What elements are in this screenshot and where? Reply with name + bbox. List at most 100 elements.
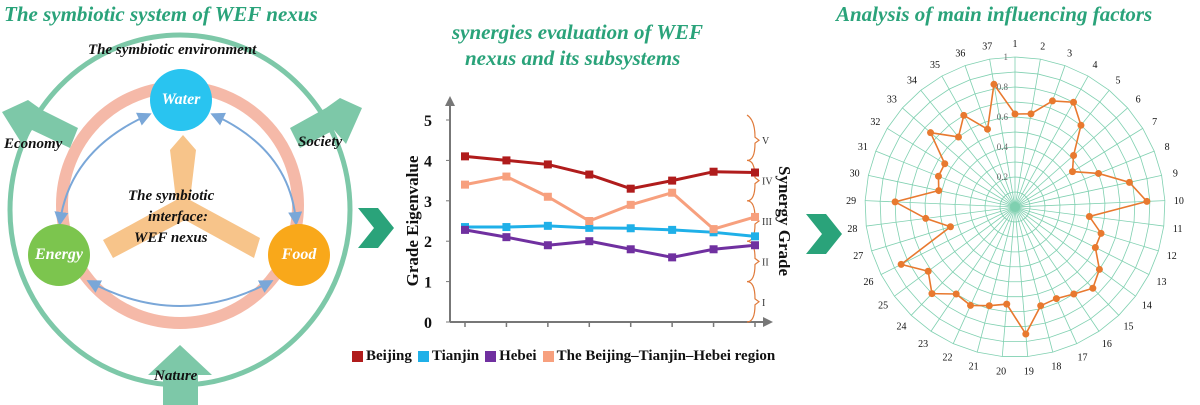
- y-tick-label: 5: [424, 113, 432, 130]
- radar-data-point: [1048, 97, 1056, 105]
- legend-swatch-region: [542, 351, 554, 362]
- radar-category-label: 7: [1152, 117, 1157, 128]
- grade-label: IV: [762, 177, 773, 188]
- radar-data-point: [1095, 169, 1103, 177]
- radar-data-point: [922, 214, 930, 222]
- radar-data-point: [891, 198, 899, 206]
- radar-data-point: [1125, 178, 1133, 186]
- radar-category-label: 18: [1051, 362, 1061, 373]
- series-3-point: [585, 217, 594, 225]
- radar-radial-tick: 0.2: [997, 172, 1008, 182]
- radar-data-point: [1095, 265, 1103, 273]
- series-line-0: [464, 154, 756, 191]
- energy-food-arrow: [86, 280, 274, 307]
- legend-swatch-tianjin: [417, 351, 429, 362]
- series-1-point: [668, 225, 677, 234]
- water-food-arrow: [210, 112, 303, 226]
- radar-data-point: [1068, 168, 1076, 176]
- radar-category-label: 6: [1136, 95, 1141, 106]
- radar-grid-ring: [864, 56, 1166, 357]
- influencing-factors-radar-chart: 1 234567891011121314151617181920212223242…: [846, 39, 1184, 377]
- legend-swatch-hebei: [485, 351, 497, 362]
- series-3-point: [543, 192, 552, 201]
- series-2-point: [668, 253, 677, 262]
- radar-spoke: [866, 206, 1016, 227]
- radar-category-label: 13: [1156, 277, 1166, 288]
- radar-category-label: 1: [1013, 39, 1018, 50]
- environment-label: The symbiotic environment: [88, 42, 257, 58]
- radar-data-point: [1143, 197, 1151, 205]
- radar-category-label: 5: [1116, 75, 1121, 86]
- radar-data-point: [924, 267, 932, 275]
- radar-data-point: [935, 187, 943, 195]
- series-0-point: [585, 170, 594, 179]
- series-2-point: [709, 245, 718, 254]
- radar-grid-ring: [894, 86, 1136, 327]
- radar-spoke: [1014, 65, 1066, 208]
- legend-tianjin: Tianjin: [431, 348, 480, 364]
- series-1-point: [751, 232, 759, 241]
- radar-data-point: [1070, 290, 1078, 298]
- radar-data-point: [954, 133, 962, 141]
- series-3-point: [461, 180, 469, 189]
- interface-label-line2: interface:: [148, 209, 208, 225]
- radar-data-point: [1085, 213, 1093, 221]
- radar-data-point: [1052, 295, 1060, 303]
- series-2-point: [751, 241, 759, 250]
- radar-category-label: 2: [1040, 41, 1045, 52]
- radar-grid-ring: [999, 191, 1031, 223]
- grade-label: III: [762, 217, 772, 228]
- radar-category-label: 3: [1067, 48, 1072, 59]
- radar-radial-tick: 0.6: [997, 112, 1009, 122]
- radar-category-label: 30: [850, 168, 860, 179]
- y2-axis-label: Synergy Grade: [775, 166, 790, 276]
- radar-category-label: 12: [1167, 251, 1177, 262]
- radar-data-point: [1070, 98, 1078, 106]
- energy-node: Energy: [28, 224, 90, 286]
- radar-category-label: 11: [1173, 224, 1183, 235]
- series-0-point: [751, 168, 759, 177]
- radar-grid-ring: [939, 131, 1091, 283]
- legend-swatch-beijing: [352, 351, 363, 362]
- radar-category-label: 8: [1165, 142, 1170, 153]
- series-line-2: [464, 228, 756, 259]
- right-panel-title: Analysis of main influencing factors: [836, 2, 1153, 26]
- radar-data-point: [946, 223, 954, 231]
- radar-spoke: [871, 206, 1016, 252]
- radar-data-point: [1027, 110, 1035, 118]
- radar-category-label: 35: [930, 60, 940, 71]
- series-0-point: [543, 160, 552, 169]
- middle-panel-title-line1: synergies evaluation of WEF: [452, 20, 704, 44]
- radar-category-label: 36: [955, 48, 965, 59]
- radar-data-point: [967, 301, 975, 309]
- radar-category-label: 16: [1102, 339, 1112, 350]
- interface-shape: [103, 135, 260, 258]
- interface-label-line3: WEF nexus: [134, 230, 208, 246]
- radar-data-point: [952, 290, 960, 298]
- radar-data-point: [1070, 151, 1078, 159]
- economy-arrow: [2, 100, 78, 148]
- radar-spoke: [875, 150, 1016, 208]
- interface-label-line1: The symbiotic: [128, 188, 215, 204]
- radar-category-label: 32: [870, 117, 880, 128]
- radar-spoke: [1014, 206, 1078, 344]
- radar-data-point: [1037, 302, 1045, 310]
- y-tick-label: 1: [424, 275, 432, 292]
- series-1-point: [543, 221, 552, 230]
- radar-spoke: [1014, 206, 1159, 252]
- series-1-point: [626, 224, 635, 233]
- radar-spoke: [1014, 175, 1162, 208]
- radar-data-point: [1097, 229, 1105, 237]
- grade-label: I: [762, 298, 765, 309]
- radar-data-point: [1089, 284, 1097, 292]
- legend-region: The Beijing–Tianjin–Hebei region: [556, 348, 776, 364]
- x-axis-arrowhead: [763, 317, 773, 327]
- radar-spoke: [1014, 206, 1120, 316]
- legend-hebei: Hebei: [499, 348, 537, 364]
- society-label: Society: [298, 134, 343, 150]
- radar-grid-ring: [924, 116, 1106, 298]
- radar-radial-tick: 1: [1004, 52, 1009, 62]
- energy-label: Energy: [35, 246, 83, 263]
- radar-spoke: [902, 107, 1016, 208]
